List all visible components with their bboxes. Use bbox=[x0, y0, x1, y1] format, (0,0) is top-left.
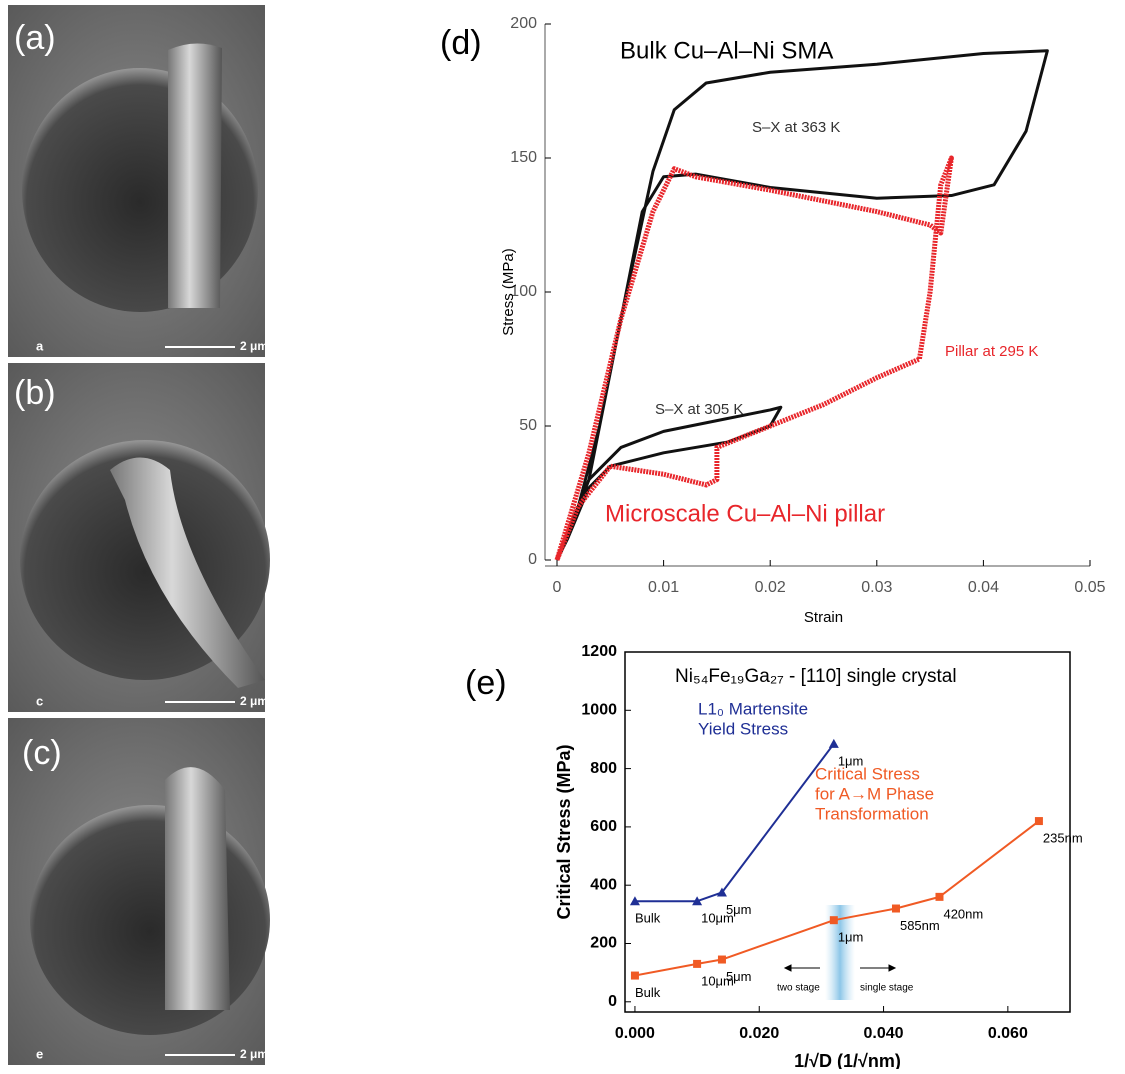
point-label: 10μm bbox=[701, 911, 734, 926]
y-tick-label: 150 bbox=[510, 149, 537, 166]
y-axis-label: Critical Stress (MPa) bbox=[554, 744, 574, 919]
series-line bbox=[634, 743, 835, 903]
panel-label: (c) bbox=[22, 734, 62, 772]
point-label: 585nm bbox=[900, 918, 940, 933]
sem-image-a bbox=[8, 5, 265, 357]
chart-title: Ni₅₄Fe₁₉Ga₂₇ - [110] single crystal bbox=[675, 666, 957, 687]
y-tick-label: 50 bbox=[519, 417, 537, 434]
point-label: 235nm bbox=[1043, 831, 1083, 846]
annotation: S–X at 305 K bbox=[655, 401, 743, 418]
sem-letter: a bbox=[36, 338, 44, 353]
point-label: 1μm bbox=[838, 930, 864, 945]
stage-arrows bbox=[783, 964, 897, 972]
point-label: 10μm bbox=[701, 973, 734, 988]
marker bbox=[828, 738, 839, 748]
sem-scale: 2 μm bbox=[240, 1047, 268, 1061]
x-tick-label: 0.040 bbox=[864, 1025, 904, 1042]
x-tick-label: 0.01 bbox=[648, 579, 679, 596]
panel-label: (d) bbox=[440, 24, 482, 62]
x-axis-label: Strain bbox=[804, 609, 843, 626]
sem-image-b bbox=[8, 363, 270, 712]
point-label: 1μm bbox=[838, 753, 864, 768]
annotation: Microscale Cu–Al–Ni pillar bbox=[605, 500, 885, 527]
x-tick-label: 0.000 bbox=[615, 1025, 655, 1042]
plot-frame bbox=[624, 651, 1071, 1013]
annotation: Pillar at 295 K bbox=[945, 343, 1038, 360]
panel-label: (a) bbox=[14, 19, 56, 57]
x-tick-label: 0.060 bbox=[988, 1025, 1028, 1042]
marker bbox=[629, 896, 640, 906]
marker bbox=[716, 887, 727, 897]
y-tick-label: 200 bbox=[510, 15, 537, 32]
point-label: Bulk bbox=[635, 911, 661, 926]
x-tick-label: 0.020 bbox=[739, 1025, 779, 1042]
sem-image-c bbox=[8, 718, 270, 1065]
annotation: Bulk Cu–Al–Ni SMA bbox=[620, 37, 833, 64]
series-line bbox=[554, 155, 954, 561]
legend-label: L1₀ Martensite bbox=[698, 699, 808, 718]
x-tick-label: 0.03 bbox=[861, 579, 892, 596]
series-line bbox=[555, 49, 1049, 561]
marker bbox=[829, 916, 838, 925]
marker bbox=[693, 959, 702, 968]
y-tick-label: 1200 bbox=[581, 643, 617, 660]
y-tick-label: 100 bbox=[510, 283, 537, 300]
sem-scale: 2 μm bbox=[240, 694, 268, 708]
legend-label: Critical Stress bbox=[815, 764, 920, 783]
y-tick-label: 600 bbox=[590, 818, 617, 835]
x-tick-label: 0 bbox=[553, 579, 562, 596]
y-tick-label: 800 bbox=[590, 760, 617, 777]
marker bbox=[692, 896, 703, 906]
y-tick-label: 1000 bbox=[581, 702, 617, 719]
annotation: S–X at 363 K bbox=[752, 119, 840, 136]
y-tick-label: 400 bbox=[590, 876, 617, 893]
marker bbox=[717, 955, 726, 964]
y-tick-label: 0 bbox=[528, 551, 537, 568]
x-tick-label: 0.05 bbox=[1074, 579, 1105, 596]
x-axis-label: 1/√D (1/√nm) bbox=[794, 1051, 901, 1069]
annotation: single stage bbox=[860, 983, 914, 994]
marker bbox=[891, 904, 900, 913]
x-tick-label: 0.02 bbox=[755, 579, 786, 596]
y-tick-label: 0 bbox=[608, 993, 617, 1010]
y-axis-label: Stress (MPa) bbox=[500, 248, 517, 336]
point-label: 5μm bbox=[726, 969, 752, 984]
point-label: 5μm bbox=[726, 902, 752, 917]
panel-label: (e) bbox=[465, 664, 507, 702]
sem-scale: 2 μm bbox=[240, 339, 268, 353]
point-label: Bulk bbox=[635, 985, 661, 1000]
legend-label: Transformation bbox=[815, 804, 929, 823]
sem-letter: e bbox=[36, 1046, 43, 1061]
marker bbox=[935, 892, 944, 901]
panel-label: (b) bbox=[14, 374, 56, 412]
legend-label: for A→M Phase bbox=[815, 784, 934, 803]
point-label: 420nm bbox=[943, 906, 983, 921]
annotation: two stage bbox=[777, 983, 820, 994]
sem-letter: c bbox=[36, 693, 43, 708]
marker bbox=[630, 971, 639, 980]
y-tick-label: 200 bbox=[590, 935, 617, 952]
marker bbox=[1034, 817, 1043, 826]
x-tick-label: 0.04 bbox=[968, 579, 999, 596]
legend-label: Yield Stress bbox=[698, 719, 788, 738]
series-line bbox=[555, 405, 783, 561]
